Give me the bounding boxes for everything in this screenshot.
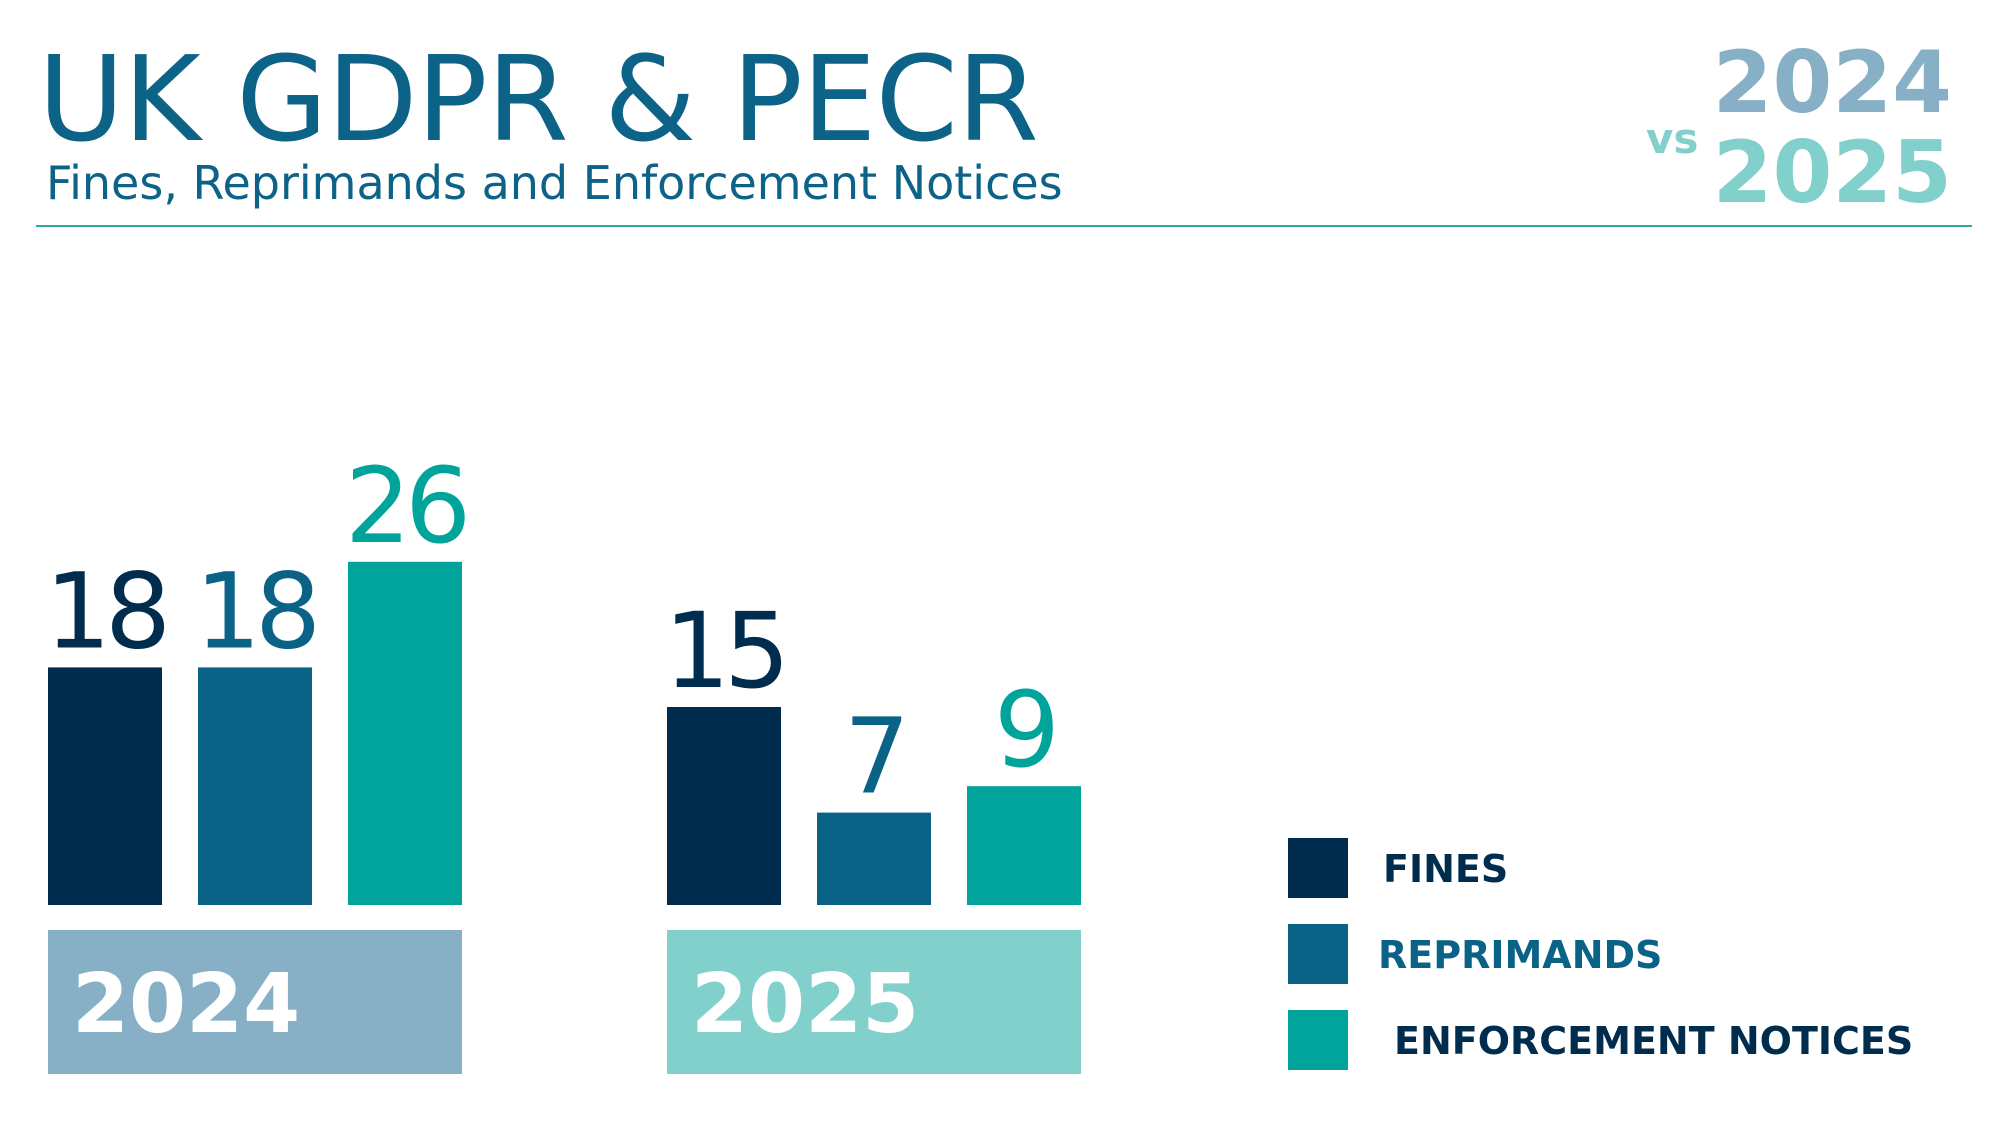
data-label-reprimands-2025: 7 <box>844 696 904 818</box>
bar-fines-2025 <box>667 707 781 905</box>
bar-reprimands-2025 <box>817 812 931 905</box>
legend-swatch-reprimands <box>1288 924 1348 984</box>
page-subtitle: Fines, Reprimands and Enforcement Notice… <box>46 156 1063 210</box>
legend-swatch-enforcement-notices <box>1288 1010 1348 1070</box>
bar-fines-2024 <box>48 667 162 905</box>
data-label-reprimands-2024: 18 <box>195 550 315 672</box>
comparison-year-top: 2024 <box>1712 33 1952 133</box>
category-label-2025: 2025 <box>691 957 919 1052</box>
bar-reprimands-2024 <box>198 667 312 905</box>
legend-label-enforcement-notices: ENFORCEMENT NOTICES <box>1394 1019 1914 1063</box>
category-band-2025 <box>667 930 1081 1074</box>
category-label-2024: 2024 <box>72 957 300 1052</box>
legend-swatch-fines <box>1288 838 1348 898</box>
page-title: UK GDPR & PECR <box>38 30 1039 168</box>
data-label-enforcement-notices-2025: 9 <box>994 669 1054 791</box>
bar-enforcement-notices-2025 <box>967 786 1081 905</box>
comparison-year-bottom: 2025 <box>1712 123 1952 223</box>
data-label-fines-2025: 15 <box>664 590 784 712</box>
data-label-fines-2024: 18 <box>45 550 165 672</box>
data-label-enforcement-notices-2024: 26 <box>345 445 465 567</box>
legend-label-fines: FINES <box>1383 847 1509 891</box>
vs-label: vs <box>1646 114 1699 163</box>
bar-enforcement-notices-2024 <box>348 561 462 905</box>
legend-label-reprimands: REPRIMANDS <box>1378 933 1663 977</box>
header-divider <box>36 225 1972 227</box>
category-band-2024 <box>48 930 462 1074</box>
